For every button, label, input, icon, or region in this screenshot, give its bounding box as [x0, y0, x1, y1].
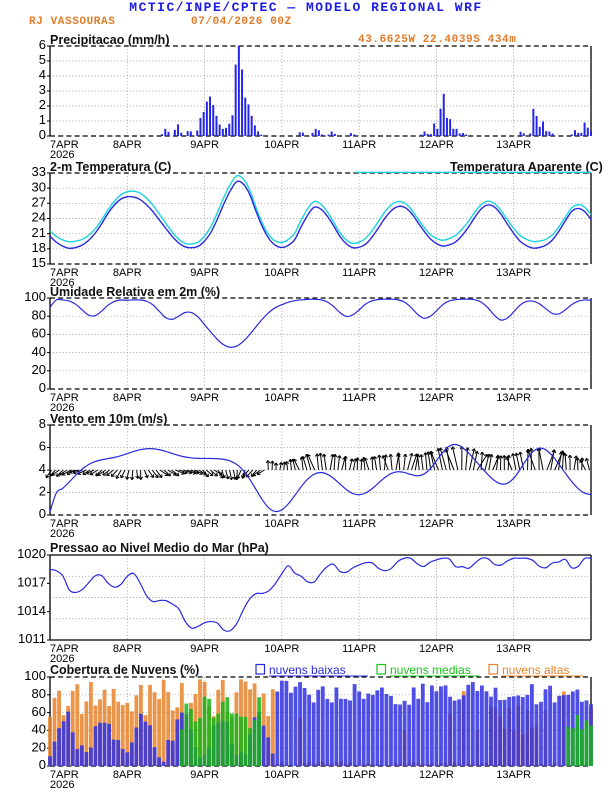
svg-text:13APR: 13APR [496, 392, 531, 404]
svg-text:12APR: 12APR [419, 392, 454, 404]
svg-text:10APR: 10APR [264, 769, 299, 781]
svg-text:9APR: 9APR [190, 643, 219, 655]
svg-text:60: 60 [32, 704, 46, 719]
svg-text:RJ VASSOURAS: RJ VASSOURAS [29, 16, 115, 28]
svg-text:43.6625W 22.4039S 434m: 43.6625W 22.4039S 434m [358, 34, 516, 46]
svg-text:10APR: 10APR [264, 518, 299, 530]
svg-text:2026: 2026 [50, 528, 74, 540]
svg-text:24: 24 [32, 210, 46, 225]
svg-text:0: 0 [39, 380, 46, 395]
svg-text:20: 20 [32, 362, 46, 377]
svg-text:0: 0 [39, 757, 46, 772]
svg-text:nuvens baixas: nuvens baixas [269, 663, 346, 677]
svg-text:33: 33 [32, 164, 46, 179]
svg-text:18: 18 [32, 240, 46, 255]
svg-text:11APR: 11APR [342, 643, 376, 655]
svg-text:10APR: 10APR [264, 643, 299, 655]
svg-text:13APR: 13APR [496, 267, 531, 279]
svg-text:8: 8 [39, 416, 46, 431]
svg-text:4: 4 [39, 67, 46, 82]
svg-text:21: 21 [32, 225, 46, 240]
svg-text:80: 80 [32, 307, 46, 322]
svg-text:5: 5 [39, 52, 46, 67]
svg-text:11APR: 11APR [342, 769, 376, 781]
svg-text:nuvens altas: nuvens altas [502, 663, 569, 677]
svg-text:10APR: 10APR [264, 392, 299, 404]
svg-text:4: 4 [39, 461, 46, 476]
svg-text:2-m Temperatura (C): 2-m Temperatura (C) [50, 160, 171, 174]
svg-text:10APR: 10APR [264, 267, 299, 279]
svg-text:0: 0 [39, 127, 46, 142]
svg-text:1011: 1011 [18, 631, 46, 646]
svg-text:12APR: 12APR [419, 139, 454, 151]
svg-text:40: 40 [32, 344, 46, 359]
svg-text:1014: 1014 [17, 603, 46, 618]
svg-text:MCTIC/INPE/CPTEC — MODELO REGI: MCTIC/INPE/CPTEC — MODELO REGIONAL WRF [129, 0, 482, 15]
svg-text:Vento em 10m (m/s): Vento em 10m (m/s) [50, 412, 167, 426]
svg-text:8APR: 8APR [113, 139, 142, 151]
svg-text:Umidade Relativa em 2m (%): Umidade Relativa em 2m (%) [50, 285, 220, 299]
svg-text:Pressao ao Nivel Medio do Mar: Pressao ao Nivel Medio do Mar (hPa) [50, 541, 269, 555]
svg-text:2: 2 [39, 484, 46, 499]
svg-text:Precipitacao (mm/h): Precipitacao (mm/h) [50, 33, 169, 47]
svg-text:8APR: 8APR [113, 643, 142, 655]
svg-text:20: 20 [32, 739, 46, 754]
svg-text:12APR: 12APR [419, 769, 454, 781]
svg-text:60: 60 [32, 326, 46, 341]
svg-text:07/04/2026 00Z: 07/04/2026 00Z [191, 16, 292, 28]
svg-text:13APR: 13APR [496, 643, 531, 655]
svg-text:2026: 2026 [50, 779, 74, 791]
svg-text:6: 6 [39, 439, 46, 454]
svg-text:9APR: 9APR [190, 392, 219, 404]
svg-text:13APR: 13APR [496, 139, 531, 151]
svg-text:80: 80 [32, 686, 46, 701]
svg-text:8APR: 8APR [113, 267, 142, 279]
svg-text:8APR: 8APR [113, 518, 142, 530]
svg-text:13APR: 13APR [496, 518, 531, 530]
svg-text:15: 15 [32, 255, 46, 270]
svg-text:30: 30 [32, 179, 46, 194]
svg-text:3: 3 [39, 82, 46, 97]
svg-text:9APR: 9APR [190, 518, 219, 530]
svg-text:1020: 1020 [17, 546, 46, 561]
svg-text:nuvens medias: nuvens medias [390, 663, 471, 677]
svg-text:100: 100 [24, 289, 46, 304]
svg-text:9APR: 9APR [190, 139, 219, 151]
svg-text:11APR: 11APR [342, 392, 376, 404]
svg-text:27: 27 [32, 195, 46, 210]
svg-text:100: 100 [24, 668, 46, 683]
svg-text:9APR: 9APR [190, 769, 219, 781]
svg-text:10APR: 10APR [264, 139, 299, 151]
svg-text:11APR: 11APR [342, 267, 376, 279]
svg-text:12APR: 12APR [419, 267, 454, 279]
svg-text:1017: 1017 [17, 575, 46, 590]
svg-text:8APR: 8APR [113, 769, 142, 781]
svg-text:13APR: 13APR [496, 769, 531, 781]
svg-text:11APR: 11APR [342, 139, 376, 151]
svg-text:0: 0 [39, 506, 46, 521]
svg-text:12APR: 12APR [419, 518, 454, 530]
svg-text:11APR: 11APR [342, 518, 376, 530]
svg-text:9APR: 9APR [190, 267, 219, 279]
svg-text:Cobertura de Nuvens (%): Cobertura de Nuvens (%) [50, 663, 199, 677]
svg-text:2: 2 [39, 97, 46, 112]
svg-text:40: 40 [32, 722, 46, 737]
svg-text:8APR: 8APR [113, 392, 142, 404]
svg-text:1: 1 [39, 112, 46, 127]
svg-text:6: 6 [39, 37, 46, 52]
svg-text:12APR: 12APR [419, 643, 454, 655]
